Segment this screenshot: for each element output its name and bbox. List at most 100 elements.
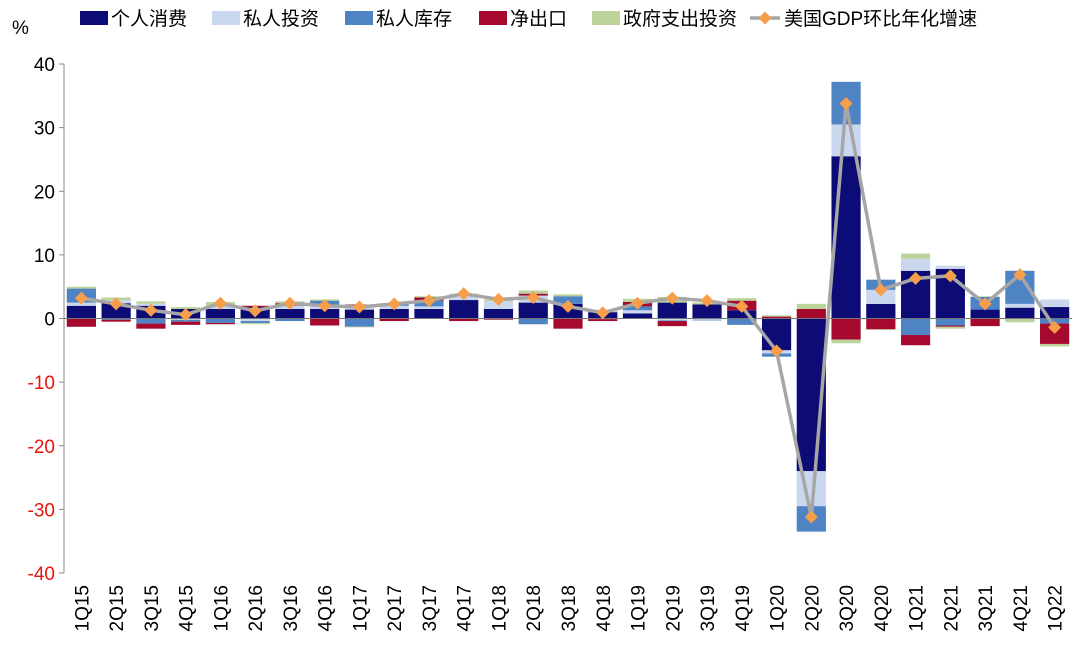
bar-segment xyxy=(344,326,375,328)
bar-segment xyxy=(553,318,583,329)
bar-segment xyxy=(136,318,166,324)
legend-item: 私人投资 xyxy=(212,8,319,30)
gdp-point xyxy=(631,296,645,310)
x-tick-label: 1Q19 xyxy=(629,585,650,631)
x-tick-label: 2Q16 xyxy=(246,585,267,631)
x-tick-label: 2Q21 xyxy=(941,585,962,631)
x-tick-label: 1Q16 xyxy=(211,585,232,631)
bar-segment xyxy=(866,318,896,330)
bar-segment xyxy=(66,318,96,327)
gdp-point xyxy=(978,297,992,311)
bar-segment xyxy=(866,329,896,330)
bar-segment xyxy=(727,318,757,325)
gdp-point xyxy=(387,297,401,311)
y-tick-label: -20 xyxy=(28,437,55,458)
bar-segment xyxy=(518,302,548,319)
gdp-point xyxy=(700,294,714,308)
legend-label: 私人投资 xyxy=(243,8,319,30)
x-tick-label: 1Q21 xyxy=(907,585,928,631)
bar-segment xyxy=(866,303,896,319)
gdp-point xyxy=(283,296,297,310)
bar-segment xyxy=(692,319,722,321)
legend: 个人消费 私人投资 私人库存 净出口 政府支出投资 美国GDP环比年化增速 xyxy=(80,8,977,30)
x-tick-label: 3Q19 xyxy=(698,585,719,631)
bar-segment xyxy=(727,298,757,301)
bar-segment xyxy=(588,319,618,322)
x-tick-label: 3Q17 xyxy=(420,585,441,631)
gdp-point xyxy=(839,96,853,110)
bar-segment xyxy=(136,323,166,329)
gdp-point xyxy=(874,283,888,297)
y-tick-label: 30 xyxy=(34,119,55,140)
x-tick-label: 1Q15 xyxy=(72,585,93,631)
bar-segment xyxy=(657,318,687,321)
gdp-point xyxy=(770,344,784,358)
gdp-point xyxy=(248,304,262,318)
gdp-point xyxy=(179,308,193,322)
bar-segment xyxy=(275,308,305,319)
bar-segment xyxy=(1040,307,1070,319)
gdp-line-series xyxy=(74,96,1062,524)
x-tick-label: 1Q22 xyxy=(1046,585,1067,631)
bar-segment xyxy=(379,318,409,322)
gdp-point xyxy=(561,299,575,313)
legend-swatch xyxy=(592,11,620,25)
gdp-point xyxy=(144,303,158,317)
bar-segment xyxy=(205,308,236,319)
x-tick-label: 3Q20 xyxy=(837,585,858,631)
bar-segment xyxy=(831,318,861,340)
bar-segment xyxy=(449,318,479,322)
bar-segment xyxy=(935,325,965,327)
bar-segment xyxy=(935,326,965,329)
x-tick-label: 3Q21 xyxy=(976,585,997,631)
x-tick-label: 1Q17 xyxy=(350,585,371,631)
bar-segment xyxy=(761,316,792,319)
bar-segment xyxy=(205,318,236,323)
gdp-point xyxy=(735,299,749,313)
bar-segment xyxy=(310,318,340,326)
x-tick-label: 4Q19 xyxy=(733,585,754,631)
bar-segment xyxy=(970,318,1000,327)
bar-segment xyxy=(171,321,201,325)
gdp-point xyxy=(352,300,366,314)
legend-item: 政府支出投资 xyxy=(592,8,737,30)
gdp-point xyxy=(109,297,123,311)
bar-segment xyxy=(483,319,514,320)
legend-item: 净出口 xyxy=(479,8,567,30)
legend-item: 美国GDP环比年化增速 xyxy=(750,8,977,30)
legend-label: 美国GDP环比年化增速 xyxy=(784,8,977,30)
bar-segment xyxy=(935,265,965,269)
gdp-point xyxy=(909,271,923,285)
x-tick-label: 1Q18 xyxy=(489,585,510,631)
legend-swatch xyxy=(479,11,507,25)
x-tick-label: 4Q16 xyxy=(316,585,337,631)
legend-item: 个人消费 xyxy=(80,8,187,30)
x-tick-label: 3Q15 xyxy=(142,585,163,631)
bar-segment xyxy=(205,322,236,325)
x-tick-label: 4Q21 xyxy=(1011,585,1032,631)
bar-segment xyxy=(692,304,722,319)
bar-segment xyxy=(66,286,96,289)
bar-segment xyxy=(900,258,931,271)
bar-segment xyxy=(240,321,270,323)
gdp-point xyxy=(943,269,957,283)
bar-segment xyxy=(1040,299,1070,308)
gdp-point xyxy=(804,510,818,524)
x-tick-label: 2Q15 xyxy=(107,585,128,631)
y-tick-label: 40 xyxy=(34,55,55,76)
x-tick-label: 2Q20 xyxy=(802,585,823,631)
gdp-point xyxy=(526,291,540,305)
bar-segment xyxy=(657,321,687,327)
bar-segment xyxy=(1005,303,1035,308)
bar-segment xyxy=(727,310,757,319)
bar-segment xyxy=(970,309,1000,319)
bar-segment xyxy=(310,308,340,319)
bar-segment xyxy=(483,308,514,319)
gdp-point xyxy=(491,292,505,306)
bar-segment xyxy=(796,303,826,309)
gdp-point xyxy=(422,294,436,308)
bar-segment xyxy=(136,301,166,304)
bar-segment xyxy=(866,289,896,304)
gdp-point xyxy=(1013,268,1027,282)
x-tick-label: 4Q20 xyxy=(872,585,893,631)
